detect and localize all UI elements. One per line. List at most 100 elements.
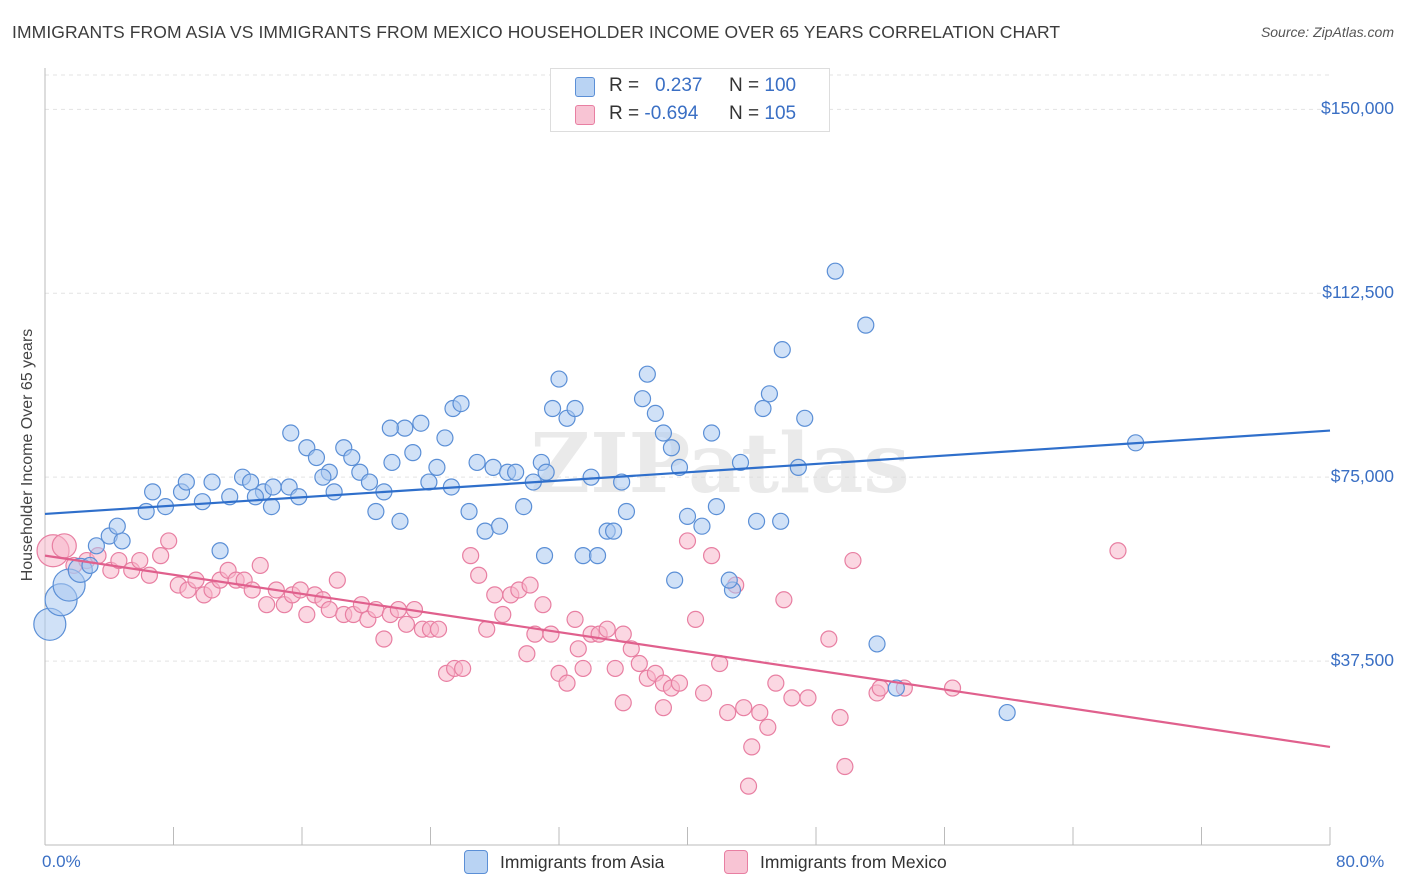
data-point-asia xyxy=(137,502,155,521)
data-point-mexico xyxy=(630,654,648,673)
data-point-asia xyxy=(998,703,1016,722)
data-point-asia xyxy=(654,424,673,442)
data-point-mexico xyxy=(470,566,488,584)
data-point-asia xyxy=(707,497,726,516)
data-point-asia xyxy=(507,463,525,481)
data-point-asia xyxy=(87,537,106,555)
data-point-asia xyxy=(666,571,684,589)
y-tick-label: $150,000 xyxy=(1321,98,1394,119)
correlation-legend: R = 0.237 N = 100 R = -0.694 N = 105 xyxy=(550,68,830,132)
data-point-asia xyxy=(566,399,584,418)
data-point-asia xyxy=(381,419,399,437)
data-point-mexico xyxy=(494,605,512,624)
data-point-mexico xyxy=(799,689,817,707)
legend-item-mexico: Immigrants from Mexico xyxy=(724,849,947,874)
data-point-mexico xyxy=(51,533,77,559)
data-point-asia xyxy=(613,473,631,491)
data-point-mexico xyxy=(243,581,261,599)
data-point-asia xyxy=(203,473,221,491)
data-point-mexico xyxy=(574,659,592,678)
data-point-asia xyxy=(314,468,332,486)
legend-swatch-mexico xyxy=(575,105,595,125)
axes xyxy=(44,68,1331,846)
data-point-asia xyxy=(720,571,738,589)
data-point-asia xyxy=(633,390,652,408)
data-point-mexico xyxy=(131,551,149,570)
data-point-asia xyxy=(646,404,664,423)
data-point-asia xyxy=(452,394,470,413)
data-point-mexico xyxy=(694,684,713,702)
data-point-asia xyxy=(113,532,131,550)
data-point-asia xyxy=(177,473,195,491)
data-point-mexico xyxy=(614,625,632,643)
data-point-asia xyxy=(468,453,486,472)
watermark-text: ZIPatlas xyxy=(530,416,909,512)
source-label: Source: ZipAtlas.com xyxy=(1260,24,1394,40)
data-point-mexico xyxy=(187,571,205,589)
series-asia-points xyxy=(33,262,1145,722)
data-point-asia xyxy=(857,316,875,334)
data-point-asia xyxy=(731,453,750,472)
data-point-mexico xyxy=(320,600,338,619)
data-point-asia xyxy=(543,399,562,418)
y-tick-label: $37,500 xyxy=(1330,650,1394,671)
data-point-asia xyxy=(211,542,229,560)
data-point-asia xyxy=(826,262,844,280)
y-tick-label: $112,500 xyxy=(1322,282,1394,303)
data-point-mexico xyxy=(831,708,849,727)
data-point-mexico xyxy=(152,547,170,565)
data-point-mexico xyxy=(454,659,472,678)
data-point-asia xyxy=(246,488,265,506)
data-point-mexico xyxy=(429,620,448,638)
data-point-mexico xyxy=(258,596,276,614)
data-point-asia xyxy=(476,522,494,540)
data-point-mexico xyxy=(844,551,862,570)
x-tick-label-min: 0.0% xyxy=(42,852,81,871)
data-point-asia xyxy=(144,483,162,501)
data-point-asia xyxy=(81,556,99,575)
data-point-asia xyxy=(868,635,886,653)
data-point-asia xyxy=(678,507,697,526)
data-point-asia xyxy=(108,517,126,535)
data-point-mexico xyxy=(767,674,785,692)
data-point-asia xyxy=(264,478,282,496)
data-point-mexico xyxy=(534,596,552,614)
data-point-asia xyxy=(460,502,478,521)
data-point-mexico xyxy=(160,532,178,550)
data-point-asia xyxy=(638,365,656,383)
data-point-mexico xyxy=(542,625,560,643)
data-point-asia xyxy=(537,463,555,481)
data-point-mexico xyxy=(775,591,793,609)
data-point-asia xyxy=(436,429,454,447)
data-point-mexico xyxy=(566,610,584,628)
data-point-mexico xyxy=(298,605,316,624)
data-point-asia xyxy=(307,448,326,467)
data-point-asia xyxy=(617,502,636,521)
data-point-asia xyxy=(404,444,422,462)
data-point-asia xyxy=(490,517,509,535)
data-point-mexico xyxy=(606,659,624,678)
data-point-mexico xyxy=(743,738,761,756)
data-point-mexico xyxy=(397,615,416,633)
data-point-asia xyxy=(605,522,623,540)
legend-r-mexico: R = -0.694 xyxy=(609,103,699,124)
data-point-asia xyxy=(325,483,343,501)
data-point-asia xyxy=(412,414,430,432)
data-point-mexico xyxy=(375,630,393,648)
data-point-mexico xyxy=(110,551,128,570)
data-point-asia xyxy=(588,547,607,565)
data-point-mexico xyxy=(751,703,769,722)
x-tick-label-max: 80.0% xyxy=(1336,852,1385,871)
data-point-asia xyxy=(702,424,721,442)
data-point-asia xyxy=(484,458,502,476)
trend-line-mexico xyxy=(44,554,1331,748)
data-point-asia xyxy=(574,547,592,565)
data-point-mexico xyxy=(251,556,269,575)
data-point-mexico xyxy=(569,640,587,658)
data-point-asia xyxy=(396,419,414,437)
y-tick-label: $75,000 xyxy=(1330,466,1394,487)
data-point-mexico xyxy=(678,532,697,550)
legend-r-asia: R = 0.237 xyxy=(609,75,703,96)
data-point-mexico xyxy=(820,630,838,648)
